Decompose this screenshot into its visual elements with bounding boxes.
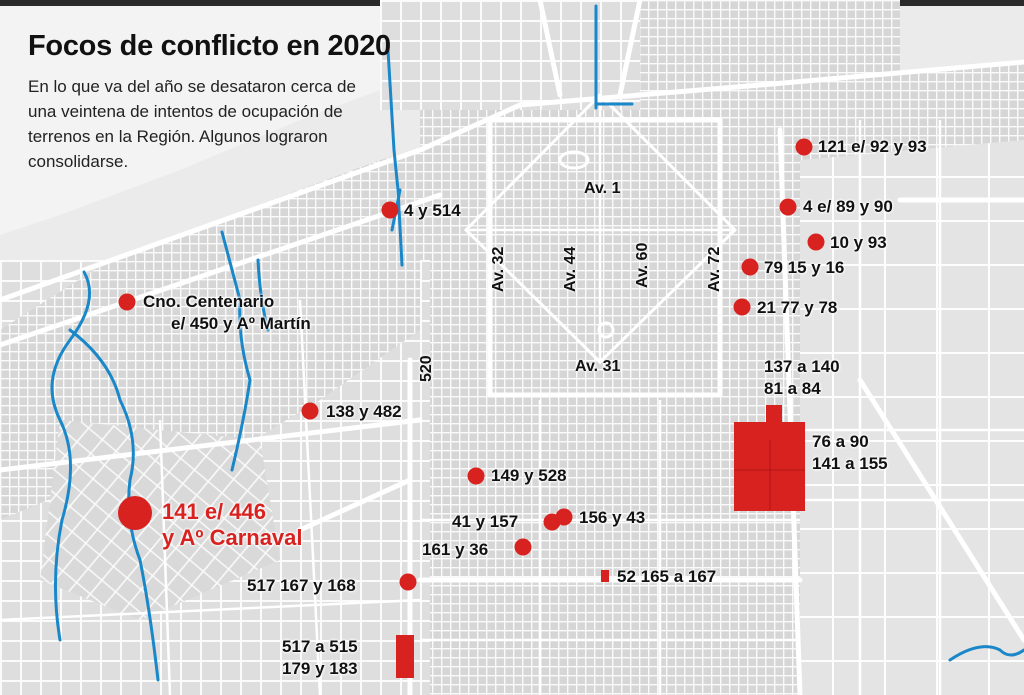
label-52-165-a-167: 52 165 a 167	[617, 567, 717, 586]
marker-10-y-93	[807, 233, 825, 251]
label-cno-centenario-line1: Cno. Centenario	[143, 292, 275, 311]
marker-4-y-514	[381, 201, 399, 219]
map-title: Focos de conflicto en 2020	[28, 30, 391, 62]
marker-52-165-a-167	[601, 570, 609, 582]
label-161-y-36: 161 y 36	[422, 540, 489, 559]
label-517-a-515-line2: 179 y 183	[282, 659, 358, 678]
marker-138-y-482	[301, 402, 319, 420]
street-label-av-72: Av. 72	[706, 246, 723, 292]
label-517-a-515: 517 a 515 179 y 183	[282, 636, 358, 680]
marker-121-e-92-y-93	[795, 138, 813, 156]
label-4-y-514: 4 y 514	[404, 201, 461, 220]
label-cno-centenario: Cno. Centenario e/ 450 y Aº Martín	[143, 291, 311, 335]
marker-517-a-515	[396, 635, 414, 678]
label-137-a-140-line1: 137 a 140	[764, 357, 840, 376]
label-41-y-157: 41 y 157	[452, 512, 519, 531]
label-141-e-446-line1: 141 e/ 446	[162, 499, 266, 524]
label-149-y-528: 149 y 528	[491, 466, 567, 485]
street-label-av-32: Av. 32	[490, 246, 507, 292]
label-21-77-y-78: 21 77 y 78	[757, 298, 838, 317]
label-76-a-90-line2: 141 a 155	[812, 454, 888, 473]
label-137-a-140-line2: 81 a 84	[764, 379, 821, 398]
label-137-a-140: 137 a 140 81 a 84	[764, 356, 840, 400]
map-subtitle: En lo que va del año se desataron cerca …	[28, 77, 356, 171]
marker-79-15-y-16	[741, 258, 759, 276]
label-141-e-446-line2: y Aº Carnaval	[162, 525, 303, 550]
label-138-y-482: 138 y 482	[326, 402, 402, 421]
label-76-a-90: 76 a 90 141 a 155	[812, 431, 888, 475]
label-517-a-515-line1: 517 a 515	[282, 637, 358, 656]
marker-161-y-36	[514, 538, 532, 556]
conflict-markers	[118, 138, 825, 678]
marker-517-167-y-168	[399, 573, 417, 591]
label-79-15-y-16: 79 15 y 16	[764, 258, 845, 277]
label-121-e-92-y-93: 121 e/ 92 y 93	[818, 137, 927, 156]
label-4-e-89-y-90: 4 e/ 89 y 90	[803, 197, 893, 216]
label-517-167-y-168: 517 167 y 168	[247, 576, 356, 595]
street-label-av-60: Av. 60	[634, 242, 651, 288]
label-141-e-446: 141 e/ 446 y Aº Carnaval	[162, 499, 303, 551]
marker-21-77-y-78	[733, 298, 751, 316]
street-label-av-1: Av. 1	[584, 180, 621, 197]
label-10-y-93: 10 y 93	[830, 233, 887, 252]
label-76-a-90-line1: 76 a 90	[812, 432, 869, 451]
marker-149-y-528	[467, 467, 485, 485]
marker-156-y-43	[555, 508, 573, 526]
label-156-y-43: 156 y 43	[579, 508, 646, 527]
street-label-av-31: Av. 31	[575, 358, 621, 375]
street-label-520: 520	[418, 355, 435, 382]
marker-cno-centenario	[118, 293, 136, 311]
marker-141-e-446	[118, 496, 152, 530]
marker-4-e-89-y-90	[779, 198, 797, 216]
street-label-av-44: Av. 44	[562, 246, 579, 292]
label-cno-centenario-line2: e/ 450 y Aº Martín	[171, 314, 311, 333]
